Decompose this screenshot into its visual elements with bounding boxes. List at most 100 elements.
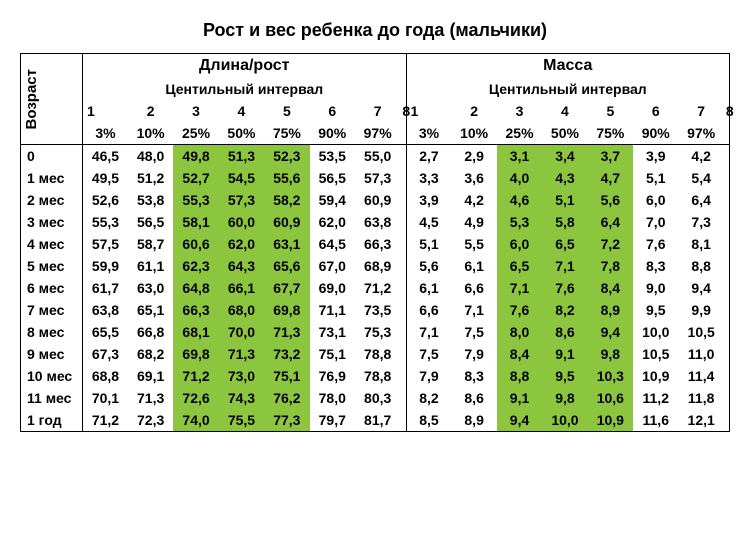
mass-cell: 8,9 — [451, 409, 496, 432]
len-cell: 68,2 — [128, 343, 173, 365]
col-number-row: 1 2 3 4 5 6 7 8 1 2 3 4 5 6 7 8 — [21, 100, 730, 122]
len-cell: 80,3 — [355, 387, 400, 409]
len-cell: 62,0 — [219, 233, 264, 255]
len-cell: 71,3 — [264, 321, 309, 343]
len-cell: 62,3 — [173, 255, 218, 277]
len-cell: 65,1 — [128, 299, 173, 321]
length-header: Длина/рост — [83, 54, 407, 79]
len-cell: 49,8 — [173, 145, 218, 168]
mass-cell: 6,6 — [406, 299, 451, 321]
len-cell: 68,9 — [355, 255, 400, 277]
mass-cell: 7,5 — [406, 343, 451, 365]
mass-cell: 11,2 — [633, 387, 678, 409]
mass-cell: 7,1 — [542, 255, 587, 277]
table-row: 9 мес67,368,269,871,373,275,178,87,57,98… — [21, 343, 730, 365]
mass-cell: 10,5 — [633, 343, 678, 365]
len-cell: 65,5 — [83, 321, 128, 343]
len-cell: 59,9 — [83, 255, 128, 277]
len-cell: 75,5 — [219, 409, 264, 432]
mass-cell: 4,5 — [406, 211, 451, 233]
len-cell: 66,3 — [173, 299, 218, 321]
len-cell: 73,2 — [264, 343, 309, 365]
len-cell: 57,3 — [355, 167, 400, 189]
mass-cell: 8,8 — [497, 365, 542, 387]
mass-cell: 9,4 — [678, 277, 723, 299]
mass-cell: 6,5 — [497, 255, 542, 277]
mass-cell: 7,0 — [633, 211, 678, 233]
mass-cell: 8,9 — [588, 299, 633, 321]
table-row: 046,548,049,851,352,353,555,02,72,93,13,… — [21, 145, 730, 168]
len-cell: 73,1 — [310, 321, 355, 343]
mass-cell: 9,8 — [588, 343, 633, 365]
len-cell: 53,5 — [310, 145, 355, 168]
mass-cell: 6,4 — [588, 211, 633, 233]
len-cell: 68,0 — [219, 299, 264, 321]
mass-cell: 11,0 — [678, 343, 723, 365]
len-cell: 77,3 — [264, 409, 309, 432]
table-row: 10 мес68,869,171,273,075,176,978,87,98,3… — [21, 365, 730, 387]
len-cell: 59,4 — [310, 189, 355, 211]
len-cell: 64,8 — [173, 277, 218, 299]
len-cell: 66,1 — [219, 277, 264, 299]
mass-cell: 7,9 — [451, 343, 496, 365]
len-cell: 57,5 — [83, 233, 128, 255]
table-row: 1 мес49,551,252,754,555,656,557,33,33,64… — [21, 167, 730, 189]
len-cell: 51,2 — [128, 167, 173, 189]
len-cell: 61,1 — [128, 255, 173, 277]
len-cell: 60,0 — [219, 211, 264, 233]
len-cell: 46,5 — [83, 145, 128, 168]
len-cell: 71,2 — [83, 409, 128, 432]
len-cell: 70,1 — [83, 387, 128, 409]
mass-cell: 2,7 — [406, 145, 451, 168]
len-cell: 66,3 — [355, 233, 400, 255]
mass-cell: 5,5 — [451, 233, 496, 255]
len-cell: 78,0 — [310, 387, 355, 409]
mass-cell: 9,8 — [542, 387, 587, 409]
len-cell: 58,2 — [264, 189, 309, 211]
len-cell: 75,3 — [355, 321, 400, 343]
mass-cell: 3,4 — [542, 145, 587, 168]
mass-cell: 7,8 — [588, 255, 633, 277]
len-cell: 60,9 — [264, 211, 309, 233]
len-cell: 71,1 — [310, 299, 355, 321]
age-cell: 11 мес — [21, 387, 83, 409]
mass-cell: 6,0 — [497, 233, 542, 255]
table-row: 8 мес65,566,868,170,071,373,175,37,17,58… — [21, 321, 730, 343]
len-cell: 65,6 — [264, 255, 309, 277]
len-cell: 67,0 — [310, 255, 355, 277]
len-cell: 62,0 — [310, 211, 355, 233]
len-cell: 55,3 — [83, 211, 128, 233]
mass-cell: 3,3 — [406, 167, 451, 189]
mass-cell: 10,0 — [633, 321, 678, 343]
table-row: 7 мес63,865,166,368,069,871,173,56,67,17… — [21, 299, 730, 321]
len-cell: 60,9 — [355, 189, 400, 211]
mass-cell: 6,1 — [406, 277, 451, 299]
len-cell: 58,7 — [128, 233, 173, 255]
mass-cell: 9,5 — [633, 299, 678, 321]
mass-cell: 9,1 — [497, 387, 542, 409]
len-cell: 64,5 — [310, 233, 355, 255]
table-row: 6 мес61,763,064,866,167,769,071,26,16,67… — [21, 277, 730, 299]
age-cell: 9 мес — [21, 343, 83, 365]
age-header: Возраст — [21, 54, 83, 145]
mass-cell: 10,3 — [588, 365, 633, 387]
table-row: 1 год71,272,374,075,577,379,781,78,58,99… — [21, 409, 730, 432]
mass-cell: 3,7 — [588, 145, 633, 168]
mass-cell: 4,9 — [451, 211, 496, 233]
len-cell: 78,8 — [355, 343, 400, 365]
age-cell: 10 мес — [21, 365, 83, 387]
mass-cell: 8,3 — [451, 365, 496, 387]
mass-cell: 7,5 — [451, 321, 496, 343]
mass-header: Масса — [406, 54, 729, 79]
mass-cell: 4,2 — [451, 189, 496, 211]
len-cell: 49,5 — [83, 167, 128, 189]
mass-cell: 7,2 — [588, 233, 633, 255]
mass-cell: 8,6 — [542, 321, 587, 343]
mass-cell: 7,9 — [406, 365, 451, 387]
len-cell: 76,2 — [264, 387, 309, 409]
len-cell: 70,0 — [219, 321, 264, 343]
mass-cell: 6,6 — [451, 277, 496, 299]
mass-cell: 9,5 — [542, 365, 587, 387]
len-cell: 71,3 — [219, 343, 264, 365]
len-cell: 58,1 — [173, 211, 218, 233]
